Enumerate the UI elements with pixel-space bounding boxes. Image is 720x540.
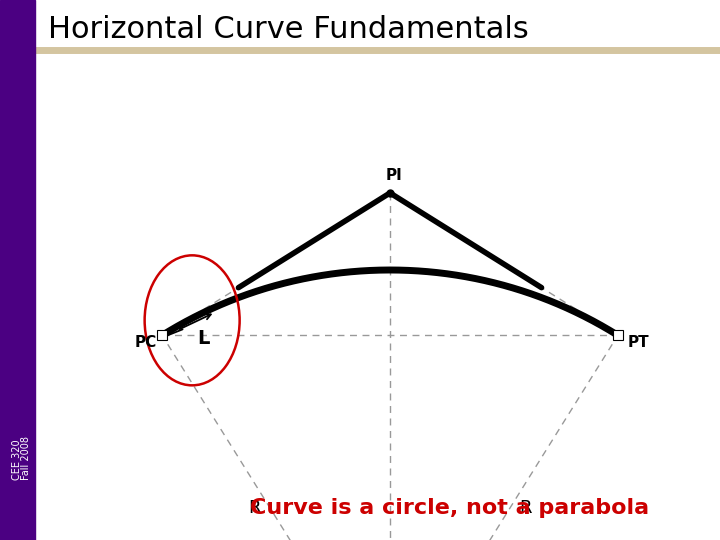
Bar	[0, 0, 35, 540]
Text: Horizontal Curve Fundamentals: Horizontal Curve Fundamentals	[48, 15, 528, 44]
Text: CEE 320: CEE 320	[12, 440, 22, 480]
Text: PT: PT	[628, 335, 649, 350]
Text: Fall 2008: Fall 2008	[21, 436, 31, 480]
Text: L: L	[197, 329, 210, 348]
Text: PC: PC	[134, 335, 156, 350]
Text: PI: PI	[386, 168, 402, 183]
Text: R: R	[248, 498, 261, 517]
Text: Curve is a circle, not a parabola: Curve is a circle, not a parabola	[251, 498, 649, 518]
Text: R: R	[520, 498, 532, 517]
